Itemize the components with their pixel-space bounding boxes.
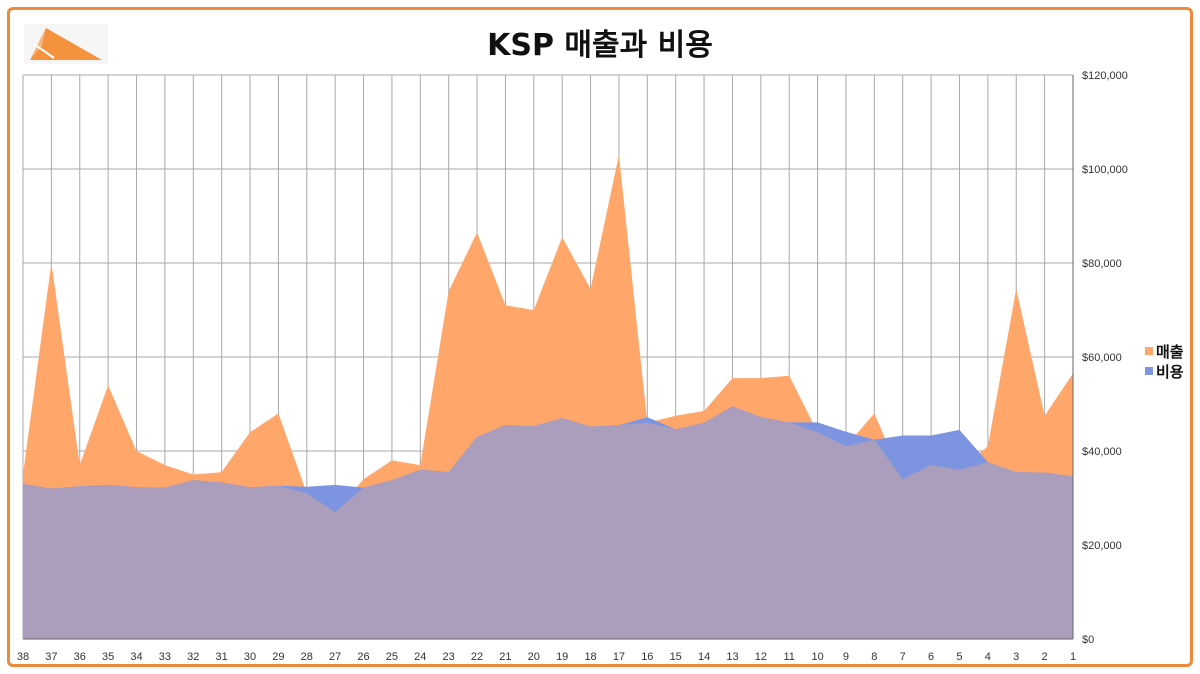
x-tick-label: 12 xyxy=(755,651,767,663)
x-tick-label: 23 xyxy=(443,651,455,663)
axes xyxy=(23,75,1074,640)
chart-title: KSP 매출과 비용 xyxy=(487,28,713,63)
area-series xyxy=(23,154,1073,639)
x-tick-label: 4 xyxy=(985,651,991,663)
y-tick-label: $100,000 xyxy=(1082,164,1128,176)
x-tick-label: 19 xyxy=(556,651,568,663)
x-tick-label: 30 xyxy=(244,651,256,663)
x-tick-label: 24 xyxy=(414,651,426,663)
x-tick-label: 36 xyxy=(74,651,86,663)
x-tick-label: 28 xyxy=(301,651,313,663)
x-tick-label: 13 xyxy=(726,651,738,663)
legend-swatch xyxy=(1145,347,1153,355)
x-tick-label: 2 xyxy=(1042,651,1048,663)
x-tick-label: 31 xyxy=(216,651,228,663)
x-tick-label: 32 xyxy=(187,651,199,663)
kite-logo-icon xyxy=(24,24,108,69)
series-area-overlap xyxy=(23,406,1073,639)
x-tick-label: 8 xyxy=(871,651,877,663)
x-tick-label: 37 xyxy=(45,651,57,663)
x-tick-label: 38 xyxy=(17,651,29,663)
x-tick-label: 20 xyxy=(528,651,540,663)
x-tick-label: 10 xyxy=(811,651,823,663)
legend-label: 매출 xyxy=(1156,343,1184,361)
x-tick-label: 22 xyxy=(471,651,483,663)
x-tick-label: 9 xyxy=(843,651,849,663)
x-tick-label: 7 xyxy=(900,651,906,663)
x-tick-label: 5 xyxy=(956,651,962,663)
x-tick-label: 33 xyxy=(159,651,171,663)
x-tick-label: 6 xyxy=(928,651,934,663)
x-tick-label: 27 xyxy=(329,651,341,663)
x-tick-label: 15 xyxy=(670,651,682,663)
x-tick-label: 21 xyxy=(499,651,511,663)
x-tick-label: 14 xyxy=(698,651,710,663)
y-tick-label: $120,000 xyxy=(1082,70,1128,82)
x-tick-label: 1 xyxy=(1070,651,1076,663)
x-tick-label: 25 xyxy=(386,651,398,663)
x-tick-label: 18 xyxy=(584,651,596,663)
x-tick-label: 26 xyxy=(357,651,369,663)
y-tick-label: $60,000 xyxy=(1082,352,1122,364)
x-tick-label: 35 xyxy=(102,651,114,663)
y-tick-label: $80,000 xyxy=(1082,258,1122,270)
x-tick-label: 11 xyxy=(784,651,795,663)
y-tick-label: $20,000 xyxy=(1082,540,1122,552)
x-tick-label: 17 xyxy=(613,651,625,663)
chart-frame xyxy=(7,7,1193,667)
x-tick-labels: 38 37 36 35 34 33 32 31 30 29 28 27 26 25 24 23 22 21 20 19… xyxy=(17,651,1076,663)
x-tick-label: 34 xyxy=(130,651,142,663)
y-tick-label: $40,000 xyxy=(1082,446,1122,458)
y-tick-labels: $0 $20,000 $40,000 $60,000 $80,000 $100,000 $1… xyxy=(1082,70,1128,646)
legend-swatch xyxy=(1145,367,1153,375)
x-tick-label: 16 xyxy=(641,651,653,663)
y-tick-label: $0 xyxy=(1082,634,1094,646)
x-tick-label: 3 xyxy=(1013,651,1019,663)
legend-label: 비용 xyxy=(1156,363,1184,381)
x-tick-label: 29 xyxy=(272,651,284,663)
